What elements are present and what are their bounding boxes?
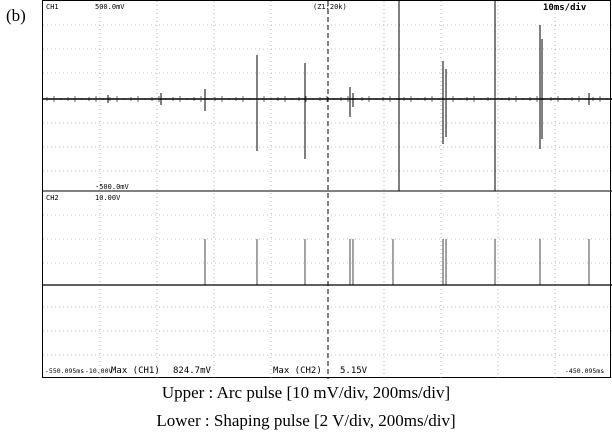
readout-1-value: 824.7mV (173, 366, 212, 376)
panel-label: (b) (6, 6, 26, 25)
readout-2-value: 5.15V (340, 366, 368, 376)
ch1-pulses (46, 25, 608, 159)
time-end-label: -450.095ms (565, 367, 604, 375)
ch1-label: CH1 (46, 3, 59, 11)
ch1-top-scale: 500.0mV (95, 3, 125, 11)
scope-labels: CH1 500.0mV (Z1:20k) 10ms/div -500.0mV C… (45, 2, 604, 376)
caption-lower: Lower : Shaping pulse [2 V/div, 200ms/di… (156, 411, 456, 430)
oscilloscope-screen: CH1 500.0mV (Z1:20k) 10ms/div -500.0mV C… (42, 0, 612, 379)
ch1-bottom-scale: -500.0mV (95, 183, 130, 191)
readout-1-label: Max (CH1) (111, 366, 160, 376)
ch2-label: CH2 (46, 194, 59, 202)
oscilloscope-plot: CH1 500.0mV (Z1:20k) 10ms/div -500.0mV C… (43, 1, 612, 379)
ch2-bottom-scale: -10.00V (85, 367, 112, 375)
time-start-label: -550.095ms (45, 367, 84, 375)
caption-upper: Upper : Arc pulse [10 mV/div, 200ms/div] (161, 383, 451, 402)
ch2-pulses (43, 239, 612, 286)
zoom-label: (Z1:20k) (313, 3, 347, 11)
ch2-scale: 10.00V (95, 194, 121, 202)
readout-2-label: Max (CH2) (273, 366, 322, 376)
timebase-label: 10ms/div (543, 2, 587, 13)
